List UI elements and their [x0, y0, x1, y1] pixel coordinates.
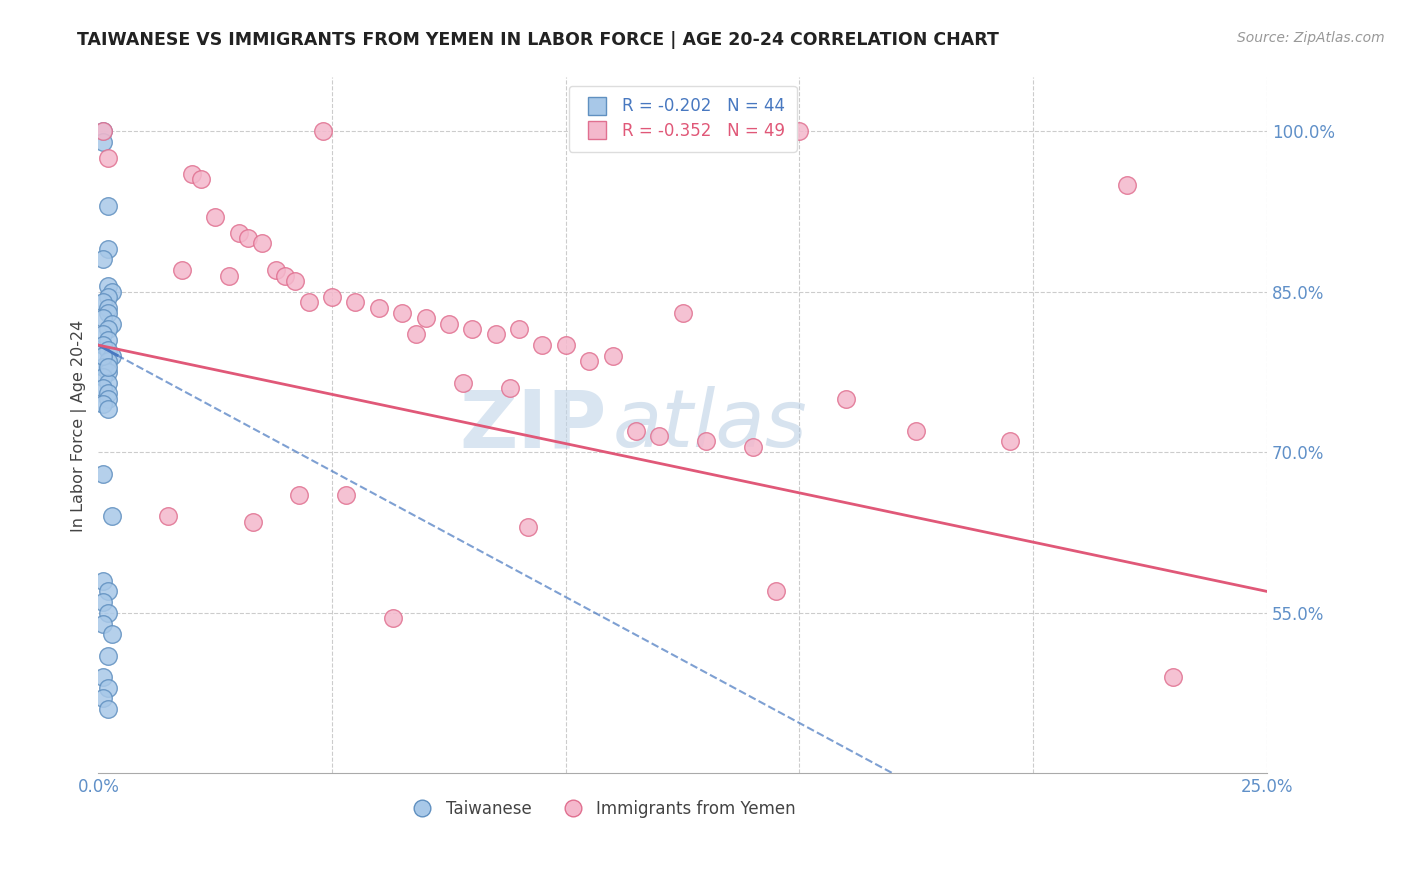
Point	[264, 263, 287, 277]
Point	[97, 301, 120, 315]
Point	[101, 627, 124, 641]
Point	[97, 386, 120, 401]
Point	[101, 349, 124, 363]
Point	[91, 295, 114, 310]
Point	[157, 509, 180, 524]
Point	[381, 611, 404, 625]
Point	[91, 311, 114, 326]
Point	[91, 338, 114, 352]
Point	[91, 574, 114, 588]
Point	[91, 381, 114, 395]
Y-axis label: In Labor Force | Age 20-24: In Labor Force | Age 20-24	[72, 319, 87, 532]
Text: ZIP: ZIP	[460, 386, 606, 465]
Point	[391, 306, 413, 320]
Point	[298, 295, 321, 310]
Point	[335, 488, 357, 502]
Point	[101, 509, 124, 524]
Point	[180, 167, 202, 181]
Point	[91, 349, 114, 363]
Point	[91, 467, 114, 481]
Point	[288, 488, 311, 502]
Point	[344, 295, 367, 310]
Point	[405, 327, 427, 342]
Text: atlas: atlas	[613, 386, 807, 465]
Point	[97, 199, 120, 213]
Point	[101, 317, 124, 331]
Point	[228, 226, 250, 240]
Point	[242, 515, 264, 529]
Point	[531, 338, 554, 352]
Point	[554, 338, 576, 352]
Point	[695, 434, 717, 449]
Point	[91, 124, 114, 138]
Point	[190, 172, 212, 186]
Point	[499, 381, 522, 395]
Point	[789, 124, 811, 138]
Point	[97, 333, 120, 347]
Point	[367, 301, 389, 315]
Point	[91, 370, 114, 384]
Point	[415, 311, 437, 326]
Point	[97, 322, 120, 336]
Point	[97, 402, 120, 417]
Point	[97, 702, 120, 716]
Point	[91, 135, 114, 149]
Point	[91, 124, 114, 138]
Point	[97, 648, 120, 663]
Point	[97, 365, 120, 379]
Text: TAIWANESE VS IMMIGRANTS FROM YEMEN IN LABOR FORCE | AGE 20-24 CORRELATION CHART: TAIWANESE VS IMMIGRANTS FROM YEMEN IN LA…	[77, 31, 1000, 49]
Point	[672, 306, 695, 320]
Point	[91, 252, 114, 267]
Point	[250, 236, 273, 251]
Point	[602, 349, 624, 363]
Point	[97, 242, 120, 256]
Point	[741, 440, 763, 454]
Point	[236, 231, 259, 245]
Point	[437, 317, 460, 331]
Point	[508, 322, 530, 336]
Point	[204, 210, 226, 224]
Point	[97, 151, 120, 165]
Point	[485, 327, 508, 342]
Point	[97, 343, 120, 358]
Point	[1163, 670, 1185, 684]
Point	[998, 434, 1021, 449]
Point	[97, 681, 120, 695]
Point	[91, 616, 114, 631]
Legend: Taiwanese, Immigrants from Yemen: Taiwanese, Immigrants from Yemen	[399, 793, 803, 824]
Point	[461, 322, 484, 336]
Point	[312, 124, 335, 138]
Point	[835, 392, 858, 406]
Point	[97, 306, 120, 320]
Point	[97, 354, 120, 368]
Point	[1115, 178, 1137, 192]
Point	[97, 290, 120, 304]
Text: Source: ZipAtlas.com: Source: ZipAtlas.com	[1237, 31, 1385, 45]
Point	[97, 376, 120, 390]
Point	[97, 392, 120, 406]
Point	[218, 268, 240, 283]
Point	[172, 263, 194, 277]
Point	[91, 691, 114, 706]
Point	[578, 354, 600, 368]
Point	[97, 606, 120, 620]
Point	[765, 584, 787, 599]
Point	[451, 376, 474, 390]
Point	[91, 359, 114, 374]
Point	[648, 429, 671, 443]
Point	[91, 327, 114, 342]
Point	[91, 397, 114, 411]
Point	[97, 279, 120, 293]
Point	[321, 290, 343, 304]
Point	[91, 595, 114, 609]
Point	[905, 424, 928, 438]
Point	[97, 359, 120, 374]
Point	[274, 268, 297, 283]
Point	[624, 424, 647, 438]
Point	[91, 670, 114, 684]
Point	[517, 520, 540, 534]
Point	[97, 584, 120, 599]
Point	[284, 274, 307, 288]
Point	[101, 285, 124, 299]
